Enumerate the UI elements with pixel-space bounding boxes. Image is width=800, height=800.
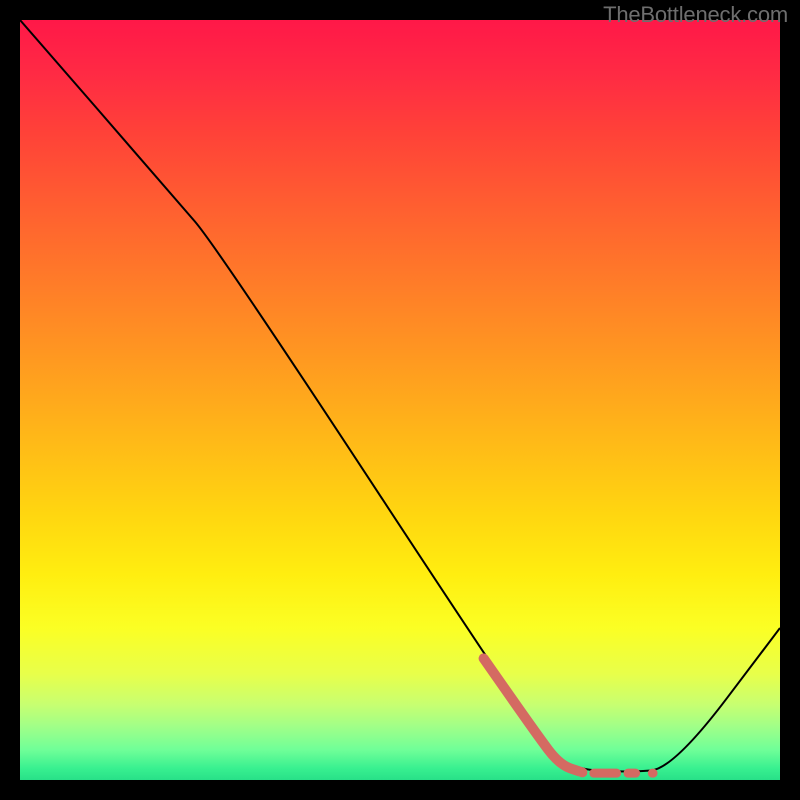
watermark-text: TheBottleneck.com [603, 2, 788, 28]
plot-background [20, 20, 780, 780]
chart-container: TheBottleneck.com [0, 0, 800, 800]
chart-svg [20, 20, 780, 780]
